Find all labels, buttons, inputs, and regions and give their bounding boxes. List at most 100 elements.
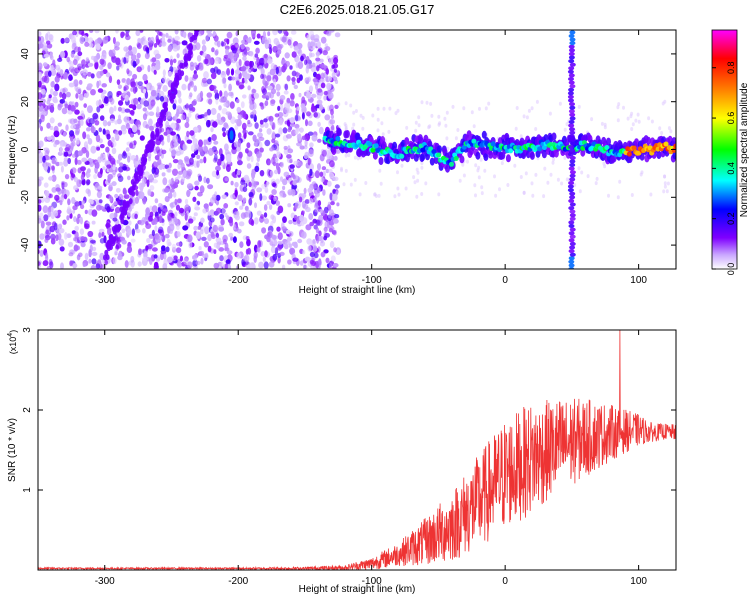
spike-blob xyxy=(568,77,574,81)
noise-blob xyxy=(236,252,241,259)
noise-blob xyxy=(46,43,53,49)
spike-blob xyxy=(569,170,576,175)
faint-blob xyxy=(531,193,535,198)
noise-blob xyxy=(81,31,85,37)
noise-blob xyxy=(164,233,170,239)
noise-blob xyxy=(80,204,85,210)
noise-blob xyxy=(151,205,158,213)
noise-blob xyxy=(220,261,224,268)
noise-blob xyxy=(211,194,217,201)
noise-blob xyxy=(279,103,284,112)
noise-blob xyxy=(272,78,277,86)
noise-blob xyxy=(159,215,163,224)
noise-blob xyxy=(193,225,198,231)
noise-blob xyxy=(74,46,80,53)
noise-blob xyxy=(163,95,167,103)
noise-blob xyxy=(69,212,73,219)
faint-blob xyxy=(437,122,441,127)
figure-title: C2E6.2025.018.21.05.G17 xyxy=(280,2,435,17)
noise-blob xyxy=(277,240,284,245)
noise-blob xyxy=(214,57,220,65)
noise-blob xyxy=(330,124,335,131)
noise-blob xyxy=(142,40,149,47)
noise-blob xyxy=(99,144,105,149)
faint-blob xyxy=(660,131,664,135)
noise-blob xyxy=(272,215,277,224)
noise-blob xyxy=(200,257,204,265)
noise-blob xyxy=(193,212,198,217)
noise-blob xyxy=(299,214,304,222)
noise-blob xyxy=(154,53,161,60)
noise-blob xyxy=(256,187,263,193)
noise-blob xyxy=(69,130,75,137)
noise-blob xyxy=(159,252,164,261)
noise-blob xyxy=(193,62,198,68)
faint-blob xyxy=(530,106,534,111)
faint-blob xyxy=(446,146,450,151)
faint-blob xyxy=(397,192,401,197)
faint-blob xyxy=(616,105,620,110)
faint-blob xyxy=(394,111,398,116)
noise-blob xyxy=(62,131,67,137)
noise-blob xyxy=(202,253,209,259)
track-core xyxy=(490,141,496,147)
noise-blob xyxy=(293,241,298,248)
spike-blob xyxy=(568,134,575,139)
noise-blob xyxy=(129,119,135,124)
noise-blob xyxy=(307,41,311,50)
noise-blob xyxy=(196,94,202,102)
noise-blob xyxy=(329,119,336,125)
noise-blob xyxy=(218,247,225,252)
noise-blob xyxy=(126,77,131,86)
spike-blob xyxy=(569,252,576,257)
noise-blob xyxy=(123,194,130,200)
noise-blob xyxy=(132,60,137,68)
noise-blob xyxy=(317,121,321,127)
noise-blob xyxy=(142,107,147,112)
faint-blob xyxy=(578,189,582,194)
noise-blob xyxy=(245,68,251,73)
noise-blob xyxy=(299,221,305,227)
spike-blob xyxy=(569,84,576,89)
noise-blob xyxy=(193,70,197,75)
faint-blob xyxy=(616,195,620,200)
track-core xyxy=(449,161,454,167)
noise-blob xyxy=(98,228,105,233)
faint-blob xyxy=(534,172,538,177)
noise-blob xyxy=(151,247,158,252)
noise-blob xyxy=(198,65,204,71)
noise-blob xyxy=(232,224,237,230)
noise-blob xyxy=(172,43,177,48)
spike-blob xyxy=(569,102,575,107)
spike-blob xyxy=(569,130,576,135)
noise-blob xyxy=(130,54,137,61)
faint-blob xyxy=(519,175,523,179)
noise-blob xyxy=(81,157,88,163)
noise-blob xyxy=(334,32,341,38)
noise-blob xyxy=(89,30,94,33)
noise-blob xyxy=(177,174,181,179)
noise-blob xyxy=(193,253,198,262)
noise-blob xyxy=(267,85,273,91)
noise-blob xyxy=(273,196,277,202)
noise-blob xyxy=(175,150,182,156)
faint-blob xyxy=(349,103,353,108)
track-core xyxy=(604,145,610,150)
spike-blob xyxy=(568,259,575,264)
noise-blob xyxy=(277,105,281,111)
noise-blob xyxy=(112,217,118,222)
colorbar-tick-label: 0.4 xyxy=(726,162,736,175)
noise-blob xyxy=(299,145,305,150)
faint-blob xyxy=(590,117,594,122)
noise-blob xyxy=(116,118,122,125)
noise-blob xyxy=(330,114,334,119)
noise-blob xyxy=(114,206,121,214)
noise-blob xyxy=(38,31,42,37)
noise-blob xyxy=(271,138,276,144)
noise-blob xyxy=(64,37,70,43)
noise-blob xyxy=(261,94,267,99)
noise-blob xyxy=(210,107,217,116)
noise-blob xyxy=(311,134,318,142)
noise-blob xyxy=(212,121,218,128)
noise-blob xyxy=(219,90,223,97)
